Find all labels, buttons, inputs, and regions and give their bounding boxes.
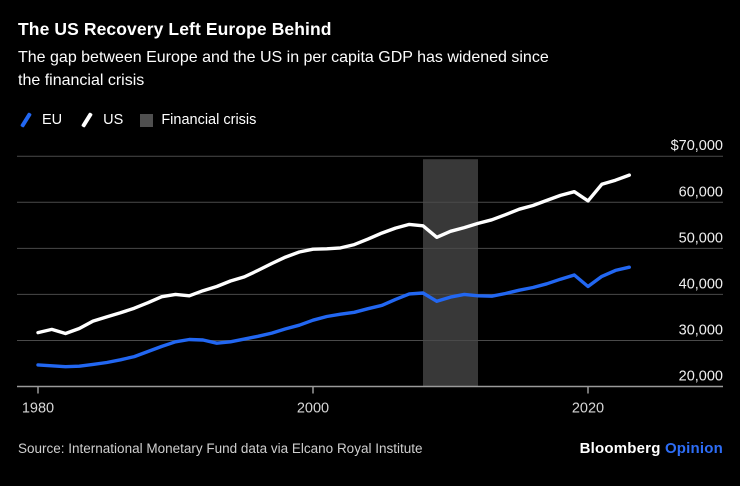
legend-label-financial-crisis: Financial crisis — [161, 112, 257, 128]
legend-item-us: US — [79, 112, 123, 128]
legend-label-eu: EU — [42, 112, 63, 128]
y-axis-label: 20,000 — [679, 369, 723, 385]
x-axis-label: 2020 — [572, 401, 604, 417]
opinion-wordmark: Opinion — [664, 440, 723, 457]
y-axis-label: $70,000 — [671, 138, 723, 154]
y-axis-label: 60,000 — [679, 184, 723, 200]
bloomberg-opinion-logo: Bloomberg Opinion — [580, 440, 723, 457]
financial-crisis-band — [423, 159, 478, 387]
chart-subtitle-line2: the financial crisis — [18, 72, 145, 89]
y-axis-label: 30,000 — [679, 322, 723, 338]
x-axis-label: 2000 — [297, 401, 329, 417]
legend-item-eu: EU — [18, 112, 62, 128]
chart-subtitle-line1: The gap between Europe and the US in per… — [18, 49, 549, 66]
financial-crisis-swatch-icon — [140, 113, 154, 127]
x-axis-label: 1980 — [22, 401, 54, 417]
legend-item-financial-crisis: Financial crisis — [140, 112, 256, 128]
eu-line-series — [36, 265, 631, 369]
y-axis-label: 50,000 — [679, 230, 723, 246]
legend-label-us: US — [103, 112, 124, 128]
chart-title: The US Recovery Left Europe Behind — [18, 19, 332, 39]
chart-legend: EU US Financial crisis — [18, 109, 256, 131]
bloomberg-wordmark: Bloomberg — [579, 440, 661, 457]
y-axis-label: 40,000 — [679, 276, 723, 292]
us-line-series — [36, 173, 631, 336]
chart-subtitle: The gap between Europe and the US in per… — [18, 46, 549, 92]
source-credit: Source: International Monetary Fund data… — [18, 441, 423, 456]
